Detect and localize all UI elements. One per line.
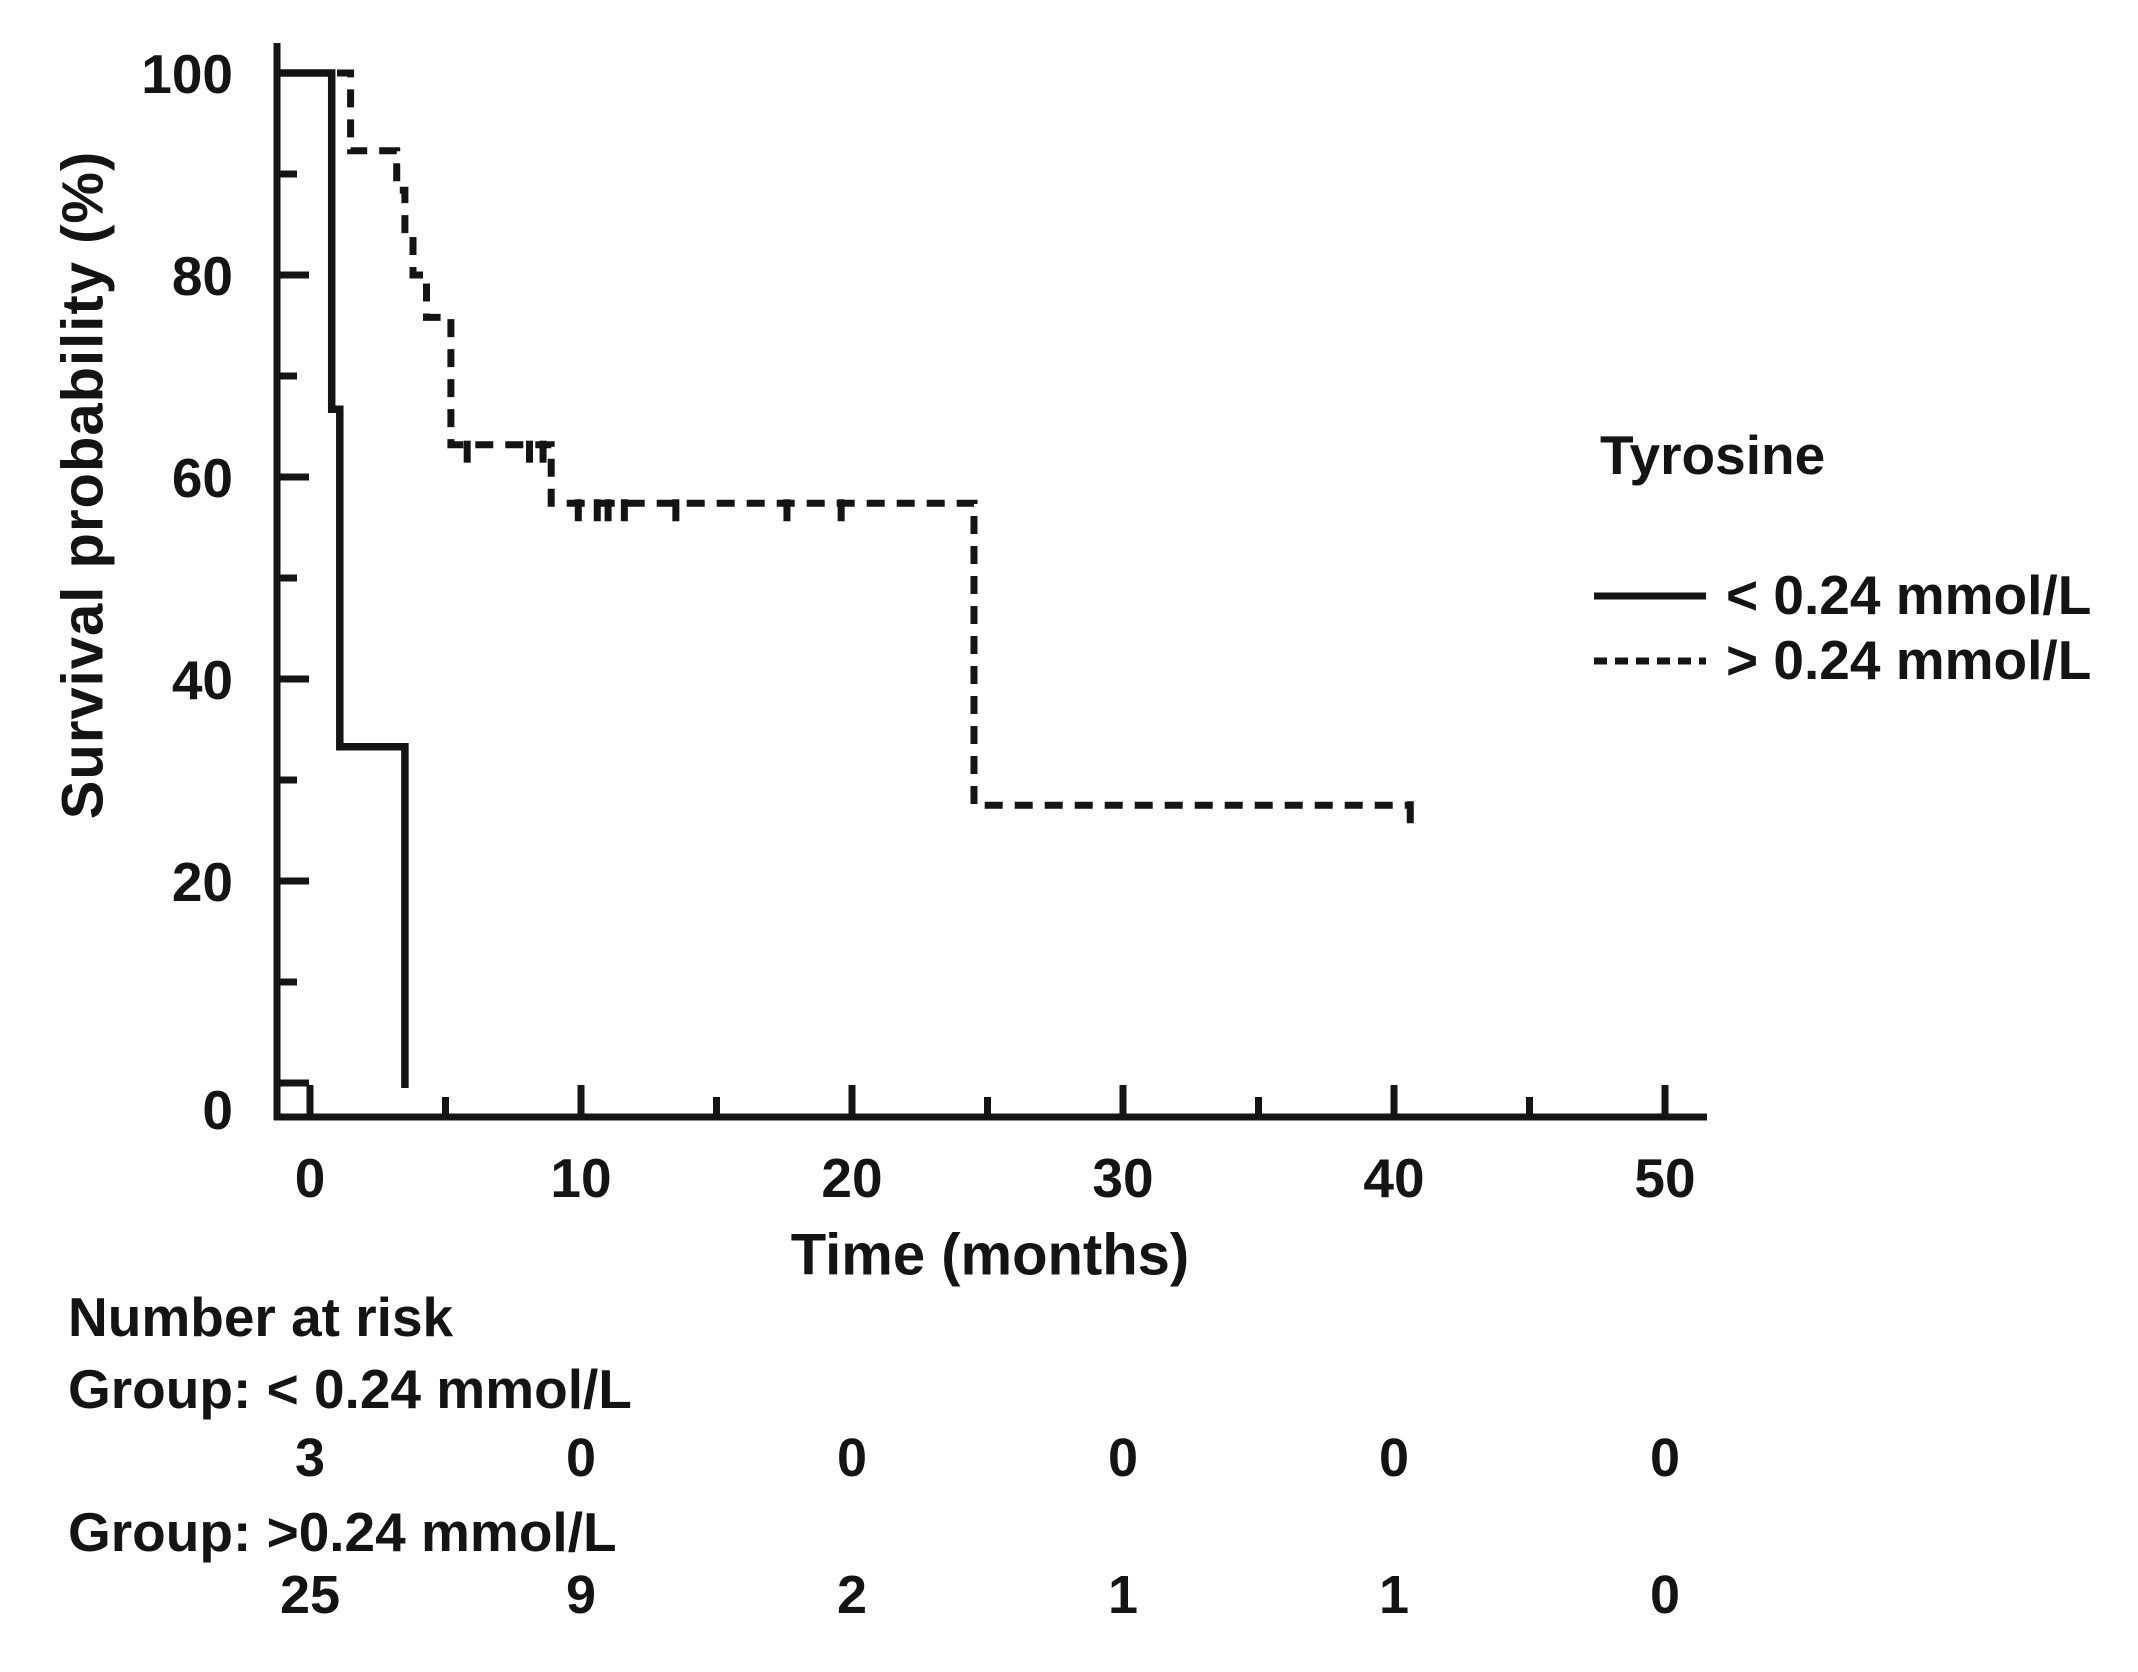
- risk-count: 0: [1107, 1428, 1139, 1488]
- risk-count: 2: [836, 1565, 868, 1625]
- km-curve-solid: [277, 69, 409, 1088]
- y-tick-label: 20: [172, 851, 233, 913]
- risk-table-title: Number at risk: [68, 1286, 454, 1348]
- risk-count: 0: [836, 1428, 868, 1488]
- risk-count: 3: [294, 1428, 326, 1488]
- x-tick-label: 30: [1092, 1147, 1153, 1209]
- risk-group-2-label: Group: >0.24 mmol/L: [68, 1501, 617, 1563]
- y-axis-label: Survival probability (%): [50, 150, 116, 820]
- risk-count: 0: [1649, 1428, 1681, 1488]
- x-tick-label: 50: [1634, 1147, 1695, 1209]
- risk-group-1-counts: 3 0 0 0 0 0: [0, 1431, 2138, 1486]
- risk-count: 1: [1378, 1565, 1410, 1625]
- risk-count: 0: [1378, 1428, 1410, 1488]
- risk-count: 1: [1107, 1565, 1139, 1625]
- risk-group-2-counts: 25 9 2 1 1 0: [0, 1568, 2138, 1623]
- y-tick-label: 80: [172, 245, 233, 307]
- legend-title: Tyrosine: [1600, 424, 1826, 486]
- x-tick-label: 0: [295, 1147, 326, 1209]
- y-tick-label: 60: [172, 447, 233, 509]
- risk-count: 0: [1649, 1565, 1681, 1625]
- x-axis-label: Time (months): [790, 1222, 1190, 1288]
- y-tick-label: 100: [141, 43, 233, 105]
- legend-item-solid-label: < 0.24 mmol/L: [1726, 564, 2092, 626]
- y-tick-label: 40: [172, 649, 233, 711]
- y-tick-label: 0: [202, 1079, 233, 1141]
- x-tick-label: 20: [821, 1147, 882, 1209]
- risk-count: 0: [565, 1428, 597, 1488]
- km-curve-dashed: [277, 69, 1411, 809]
- x-tick-label: 10: [550, 1147, 611, 1209]
- legend-item-dashed-label: > 0.24 mmol/L: [1726, 629, 2092, 691]
- x-tick-label: 40: [1363, 1147, 1424, 1209]
- risk-count: 25: [279, 1565, 341, 1625]
- risk-count: 9: [565, 1565, 597, 1625]
- risk-group-1-label: Group: < 0.24 mmol/L: [68, 1358, 632, 1420]
